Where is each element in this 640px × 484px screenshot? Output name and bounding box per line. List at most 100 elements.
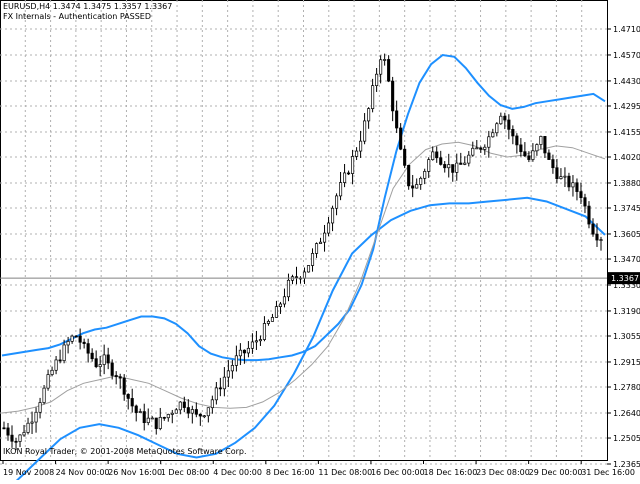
candle-body-up <box>314 243 319 254</box>
price-tick-label: 1.2365 <box>613 460 640 469</box>
candle-body-down <box>14 440 18 443</box>
candle <box>38 397 42 419</box>
candle-body-down <box>551 159 555 169</box>
candle-body-down <box>130 398 134 407</box>
candle-body-down <box>519 144 523 153</box>
candle-body-down <box>198 413 202 417</box>
candle <box>174 407 178 414</box>
candle-body-down <box>154 417 158 429</box>
candle <box>114 371 118 385</box>
candle-body-down <box>90 352 94 360</box>
price-tick-label: 1.3190 <box>613 307 640 316</box>
candle-body-up <box>254 340 258 343</box>
candle <box>262 316 266 342</box>
candle <box>50 366 54 377</box>
candle-body-down <box>126 393 130 399</box>
candle-body-up <box>42 387 46 403</box>
candle <box>10 425 14 448</box>
candle-body-down <box>6 427 10 436</box>
candle <box>22 424 26 437</box>
candle <box>375 68 379 92</box>
lower-band-line <box>11 196 606 484</box>
candle <box>130 388 134 413</box>
time-tick-label: 19 Nov 2008 <box>3 468 54 477</box>
candle <box>451 164 455 182</box>
candle <box>347 170 351 176</box>
candle <box>331 205 335 232</box>
candle <box>355 147 359 161</box>
candle-body-up <box>326 222 331 234</box>
candle-body-up <box>46 374 50 389</box>
candle <box>423 168 427 185</box>
candle <box>351 149 355 185</box>
candle-body-down <box>575 182 579 192</box>
candle <box>483 144 487 155</box>
time-tick-label: 4 Dec 00:00 <box>213 468 262 477</box>
candle <box>234 345 238 372</box>
candle <box>383 53 387 66</box>
price-tick-label: 1.3470 <box>613 255 640 264</box>
candle <box>194 402 198 418</box>
candle <box>527 151 531 163</box>
candle <box>459 152 463 165</box>
time-tick-label: 26 Nov 16:00 <box>108 468 162 477</box>
candle <box>282 288 287 308</box>
candle <box>322 224 327 252</box>
candle-body-down <box>439 157 443 165</box>
candle-body-up <box>238 349 242 357</box>
candle <box>479 146 483 153</box>
candle <box>326 216 331 237</box>
candle-body-up <box>455 162 459 173</box>
candle-body-down <box>443 164 447 169</box>
candle-body-down <box>182 401 186 408</box>
candle-body-up <box>318 241 323 244</box>
candle <box>503 112 507 130</box>
candle <box>218 377 222 397</box>
candle <box>535 143 539 156</box>
candle <box>54 356 58 375</box>
candle <box>78 328 82 350</box>
candle <box>30 411 34 435</box>
candle-body-up <box>499 115 503 125</box>
candle <box>539 135 543 149</box>
candle-body-up <box>34 411 38 423</box>
candle <box>198 413 202 426</box>
candle-body-up <box>226 370 230 378</box>
candle <box>46 369 50 391</box>
candle-body-down <box>387 59 391 82</box>
time-tick-label: 8 Dec 16:00 <box>266 468 315 477</box>
candle-body-up <box>274 306 279 318</box>
candle-body-down <box>523 151 527 157</box>
candle <box>387 55 391 83</box>
candle <box>475 140 479 150</box>
candle-body-down <box>82 341 86 344</box>
candle-body-down <box>595 233 599 241</box>
candle-body-up <box>286 279 291 298</box>
candle-body-up <box>431 151 435 160</box>
bollinger-bands <box>1 53 606 484</box>
candle <box>14 438 18 451</box>
price-tick-label: 1.2780 <box>613 383 640 392</box>
candle-body-up <box>379 59 383 75</box>
candle-body-up <box>351 156 355 174</box>
candle-body-up <box>146 417 150 424</box>
time-tick-label: 31 Dec 16:00 <box>581 468 635 477</box>
candle-body-up <box>306 265 311 273</box>
candle-body-down <box>403 148 407 166</box>
time-tick-label: 29 Dec 00:00 <box>529 468 583 477</box>
candle-body-up <box>491 132 495 138</box>
candle-body-up <box>150 417 154 420</box>
candle <box>90 348 94 362</box>
candle <box>443 161 447 173</box>
candle-body-up <box>174 409 178 414</box>
candle <box>567 172 571 192</box>
time-tick-label: 23 Dec 08:00 <box>476 468 530 477</box>
candle <box>306 265 311 273</box>
candle <box>431 146 435 161</box>
candle <box>258 335 262 346</box>
candle <box>138 408 142 413</box>
middle-band-line <box>1 141 606 414</box>
